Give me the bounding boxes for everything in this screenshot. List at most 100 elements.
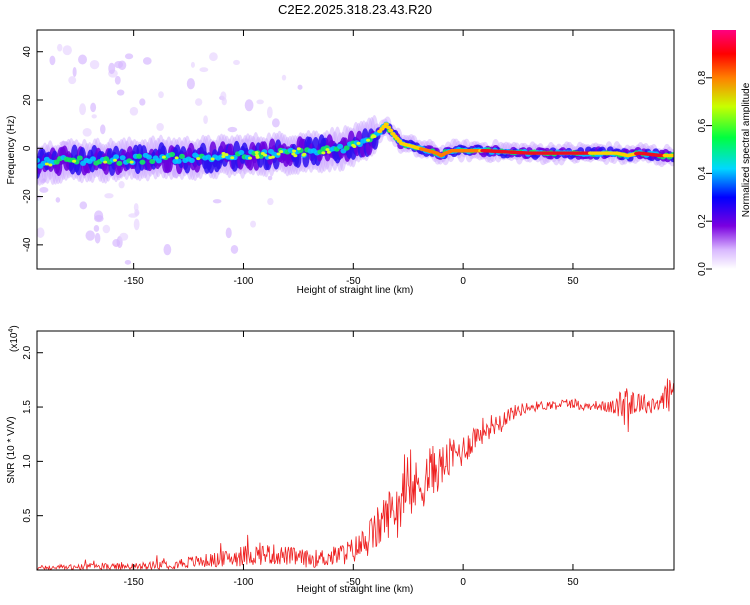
ridge-highlight xyxy=(254,151,259,155)
colorbar-tick-label: 0.2 xyxy=(697,214,708,228)
noise-patch xyxy=(82,128,92,137)
noise-patch xyxy=(133,218,140,231)
y-tick-label: 2.0 xyxy=(22,345,33,359)
ridge-highlight xyxy=(366,138,371,142)
noise-patch xyxy=(163,244,172,256)
ridge-highlight xyxy=(174,156,179,160)
noise-patch xyxy=(199,67,209,73)
x-tick-label: 0 xyxy=(460,276,466,287)
ridge-mid xyxy=(119,155,126,161)
noise-patch xyxy=(209,52,218,62)
noise-patch xyxy=(68,76,77,85)
noise-patch xyxy=(37,227,45,238)
noise-patch xyxy=(116,89,125,96)
ridge-highlight xyxy=(296,147,301,151)
ridge-highlight xyxy=(48,163,53,167)
noise-patch xyxy=(139,98,146,106)
noise-patch xyxy=(90,102,97,113)
noise-patch xyxy=(55,197,61,203)
ridge-mid xyxy=(37,157,40,163)
spectrogram-frame xyxy=(36,29,675,270)
snr-exponent-label: (x104) xyxy=(8,325,20,352)
ridge-highlight xyxy=(270,155,275,159)
noise-patch xyxy=(227,126,238,133)
noise-patch xyxy=(41,178,47,184)
snr-exponent-close: ) xyxy=(9,325,20,328)
spectrogram-heatmap xyxy=(37,43,674,265)
noise-patch xyxy=(89,59,100,70)
ridge-mid xyxy=(146,154,153,160)
colorbar: 0.0 0.2 0.4 0.6 0.8 Normalized spectral ampl… xyxy=(697,30,750,276)
noise-patch xyxy=(203,115,208,125)
noise-patch xyxy=(220,91,227,101)
ridge-mid xyxy=(116,160,123,166)
x-tick-label: -100 xyxy=(233,577,253,588)
ridge-highlight xyxy=(279,150,284,154)
ridge-highlight xyxy=(292,149,297,153)
x-tick-label: -150 xyxy=(124,577,144,588)
colorbar-tick-label: 0.0 xyxy=(697,262,708,276)
spectrogram-y-ticks: -40 -20 0 20 40 xyxy=(22,46,43,252)
noise-patch xyxy=(100,124,106,135)
noise-patch xyxy=(124,259,132,265)
snr-frame xyxy=(36,330,675,571)
snr-panel: -150 -100 -50 0 50 0.5 1.0 1.5 2.0 Height of st… xyxy=(6,325,675,595)
ridge-highlight xyxy=(44,162,49,166)
y-tick-label: 0.5 xyxy=(22,508,33,522)
ridge-highlight xyxy=(230,156,235,160)
noise-patch xyxy=(142,57,152,65)
noise-patch xyxy=(124,53,134,60)
y-tick-label: -20 xyxy=(22,189,33,204)
snr-x-ticks: -150 -100 -50 0 50 xyxy=(124,331,579,588)
ridge-highlight xyxy=(326,150,331,154)
ridge-highlight xyxy=(103,160,108,164)
noise-patch xyxy=(158,91,164,99)
ridge-mid xyxy=(188,157,195,164)
y-tick-label: 1.5 xyxy=(22,400,33,414)
snr-y-ticks: 0.5 1.0 1.5 2.0 xyxy=(22,345,43,523)
noise-patch xyxy=(129,106,139,116)
ridge-highlight xyxy=(112,158,117,162)
x-tick-label: -150 xyxy=(124,276,144,287)
ridge-mid xyxy=(90,156,97,162)
noise-patch xyxy=(119,232,129,241)
snr-exponent-base: (x10 xyxy=(9,332,20,352)
noise-patch xyxy=(91,114,97,119)
ridge-highlight xyxy=(196,157,201,161)
noise-patch xyxy=(225,227,232,239)
snr-y-axis-label: SNR (10 * V/V) xyxy=(6,416,17,483)
ridge-mid xyxy=(238,149,245,156)
x-tick-label: 50 xyxy=(567,276,579,287)
noise-patch xyxy=(267,197,274,206)
spectrogram-y-axis-label: Frequency (Hz) xyxy=(6,116,17,185)
noise-patch xyxy=(94,232,101,244)
ridge-highlight xyxy=(301,153,306,157)
noise-patch xyxy=(186,78,195,90)
spectrogram-x-axis-label: Height of straight line (km) xyxy=(297,285,414,296)
noise-patch xyxy=(240,138,250,143)
noise-patch xyxy=(212,199,222,204)
noise-patch xyxy=(102,224,111,234)
noise-patch xyxy=(230,245,239,254)
ridge-mid xyxy=(175,158,182,164)
y-tick-label: 40 xyxy=(22,46,33,58)
y-tick-label: 20 xyxy=(22,94,33,106)
ridge-mid xyxy=(113,154,120,160)
ridge-highlight xyxy=(210,157,215,161)
colorbar-gradient xyxy=(712,30,736,269)
colorbar-tick-label: 0.8 xyxy=(697,70,708,84)
colorbar-label: Normalized spectral amplitude xyxy=(741,82,750,217)
noise-patch xyxy=(108,62,116,75)
ridge-mid xyxy=(149,158,156,165)
noise-patch xyxy=(39,187,49,193)
ridge-highlight xyxy=(371,134,376,138)
ridge-highlight xyxy=(325,148,330,152)
noise-patch xyxy=(79,103,87,116)
snr-series-line xyxy=(37,378,674,570)
ridge-mid xyxy=(136,153,143,159)
noise-patch xyxy=(114,75,121,85)
noise-patch xyxy=(112,239,121,247)
ridge-mid xyxy=(139,159,146,165)
noise-patch xyxy=(104,193,114,199)
ridge-mid xyxy=(53,159,60,165)
